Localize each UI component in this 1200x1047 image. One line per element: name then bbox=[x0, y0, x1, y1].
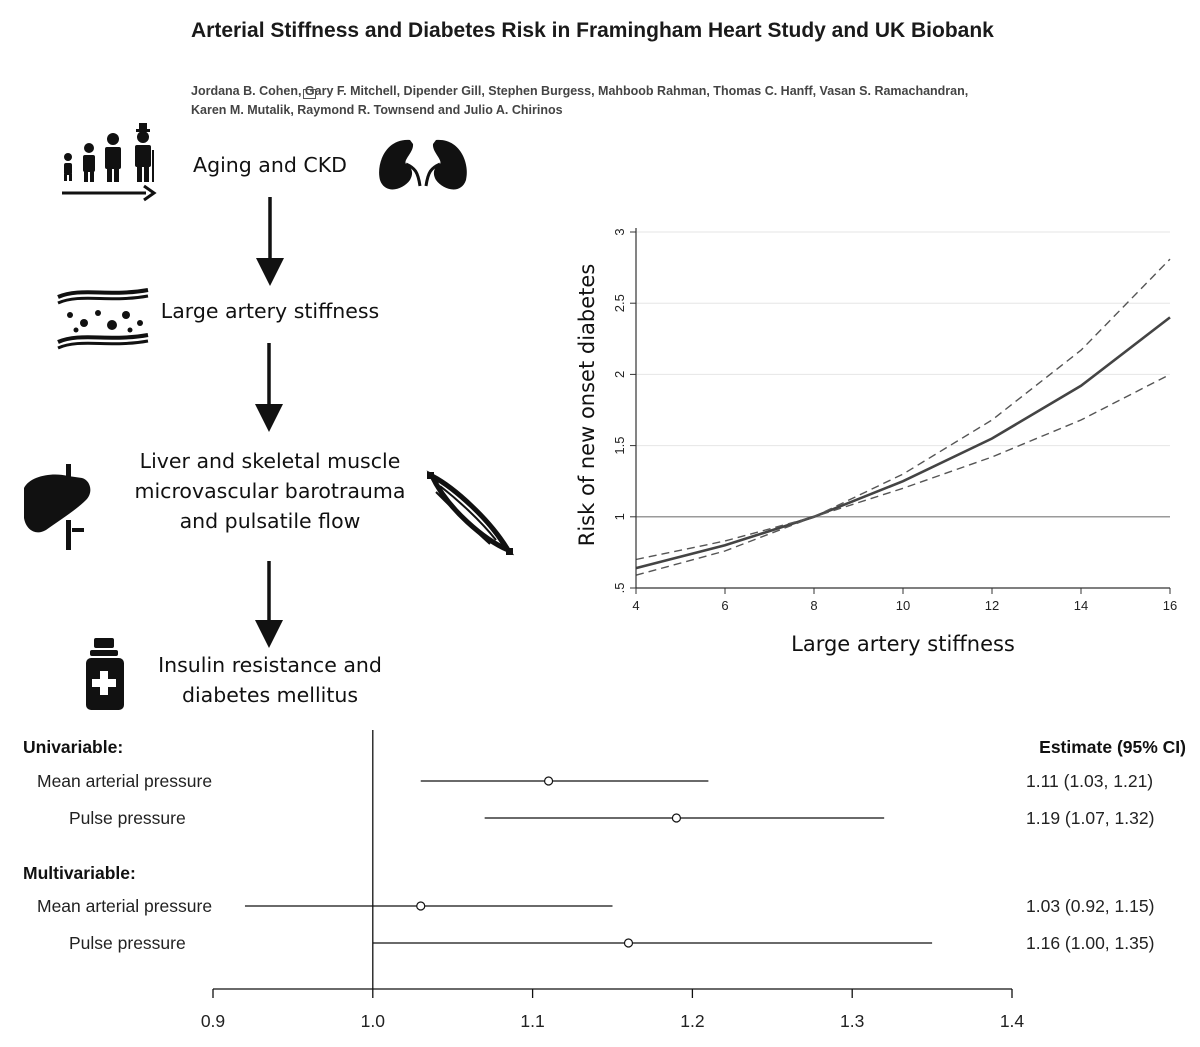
forest-x-tick-label: 1.2 bbox=[680, 1011, 704, 1031]
forest-row-label: Pulse pressure bbox=[69, 808, 186, 828]
y-tick-label: 3 bbox=[612, 228, 627, 235]
x-tick-label: 6 bbox=[721, 598, 728, 613]
group-label-multivariable: Multivariable: bbox=[23, 863, 136, 883]
line-chart-axes bbox=[630, 228, 1171, 594]
y-tick-label: 2.5 bbox=[612, 294, 627, 312]
forest-x-tick-label: 1.3 bbox=[840, 1011, 864, 1031]
artery-icon bbox=[57, 288, 149, 350]
author-list: Jordana B. Cohen, Gary F. Mitchell, Dipe… bbox=[191, 82, 1011, 119]
estimate-header: Estimate (95% CI) bbox=[1039, 737, 1186, 757]
x-axis-label: Large artery stiffness bbox=[791, 632, 1015, 656]
estimate-text: 1.11 (1.03, 1.21) bbox=[1026, 771, 1153, 791]
y-tick-labels: .5 1 1.5 2 2.5 3 bbox=[612, 228, 627, 593]
x-tick-label: 16 bbox=[1163, 598, 1177, 613]
confidence-bound-line bbox=[635, 373, 1171, 576]
flow-step-stiffness: Large artery stiffness bbox=[150, 296, 390, 326]
forest-x-tick-label: 0.9 bbox=[201, 1011, 225, 1031]
line-chart-series bbox=[635, 258, 1171, 576]
kidneys-icon bbox=[379, 139, 467, 190]
x-tick-label: 12 bbox=[985, 598, 999, 613]
y-axis-label: Risk of new onset diabetes bbox=[575, 264, 599, 547]
forest-row-label: Mean arterial pressure bbox=[37, 896, 212, 916]
authors-line-1: Jordana B. Cohen, Gary F. Mitchell, Dipe… bbox=[191, 84, 969, 98]
x-tick-labels: 4 6 8 10 12 14 16 bbox=[632, 598, 1177, 613]
point-estimate bbox=[623, 938, 634, 948]
x-tick-label: 4 bbox=[632, 598, 639, 613]
flow-step-line: Large artery stiffness bbox=[160, 299, 380, 323]
group-label-univariable: Univariable: bbox=[23, 737, 123, 757]
flow-diagram-graphics bbox=[24, 123, 515, 710]
forest-rows: Mean arterial pressure 1.11 (1.03, 1.21) P… bbox=[37, 771, 1154, 953]
email-icon[interactable] bbox=[303, 89, 316, 99]
forest-x-tick-label: 1.0 bbox=[361, 1011, 386, 1031]
flow-step-line: Aging and CKD bbox=[193, 153, 347, 177]
confidence-bound-line bbox=[635, 258, 1171, 561]
paper-title: Arterial Stiffness and Diabetes Risk in … bbox=[191, 19, 994, 42]
line-chart-grid bbox=[636, 231, 1170, 589]
flow-step-line: and pulsatile flow bbox=[179, 509, 361, 533]
flow-step-line: diabetes mellitus bbox=[181, 683, 359, 707]
forest-row-label: Mean arterial pressure bbox=[37, 771, 212, 791]
y-tick-label: 2 bbox=[612, 371, 627, 378]
y-tick-label: 1 bbox=[612, 513, 627, 520]
muscle-icon bbox=[426, 470, 515, 556]
flow-step-barotrauma: Liver and skeletal muscle microvascular … bbox=[120, 446, 420, 536]
line-chart: 4 6 8 10 12 14 16 .5 1 1.5 2 2.5 3 Large artery sti… bbox=[575, 228, 1177, 656]
forest-plot: Mean arterial pressure 1.11 (1.03, 1.21) P… bbox=[23, 730, 1186, 1031]
family-ages-icon bbox=[62, 123, 157, 202]
authors-line-2: Karen M. Mutalik, Raymond R. Townsend an… bbox=[191, 102, 563, 117]
forest-axis: 0.9 1.0 1.1 1.2 1.3 1.4 bbox=[201, 988, 1025, 1031]
point-estimate bbox=[543, 776, 554, 786]
x-tick-label: 8 bbox=[810, 598, 817, 613]
flow-step-line: microvascular barotrauma bbox=[134, 479, 406, 503]
flow-step-aging: Aging and CKD bbox=[170, 150, 370, 180]
x-tick-label: 10 bbox=[896, 598, 910, 613]
flow-step-diabetes: Insulin resistance and diabetes mellitus bbox=[130, 650, 410, 710]
estimate-text: 1.19 (1.07, 1.32) bbox=[1026, 808, 1154, 828]
forest-row-label: Pulse pressure bbox=[69, 933, 186, 953]
point-estimate bbox=[671, 813, 682, 823]
estimate-line bbox=[635, 316, 1171, 570]
forest-x-tick-label: 1.1 bbox=[520, 1011, 544, 1031]
y-tick-label: .5 bbox=[612, 583, 627, 594]
forest-x-tick-label: 1.4 bbox=[1000, 1011, 1025, 1031]
point-estimate bbox=[416, 901, 426, 911]
liver-icon bbox=[24, 464, 91, 550]
estimate-text: 1.03 (0.92, 1.15) bbox=[1026, 896, 1154, 916]
y-tick-label: 1.5 bbox=[612, 437, 627, 455]
estimate-text: 1.16 (1.00, 1.35) bbox=[1026, 933, 1154, 953]
x-tick-label: 14 bbox=[1074, 598, 1088, 613]
flow-step-line: Liver and skeletal muscle bbox=[139, 449, 401, 473]
flow-step-line: Insulin resistance and bbox=[158, 653, 382, 677]
medicine-bottle-icon bbox=[86, 638, 124, 710]
